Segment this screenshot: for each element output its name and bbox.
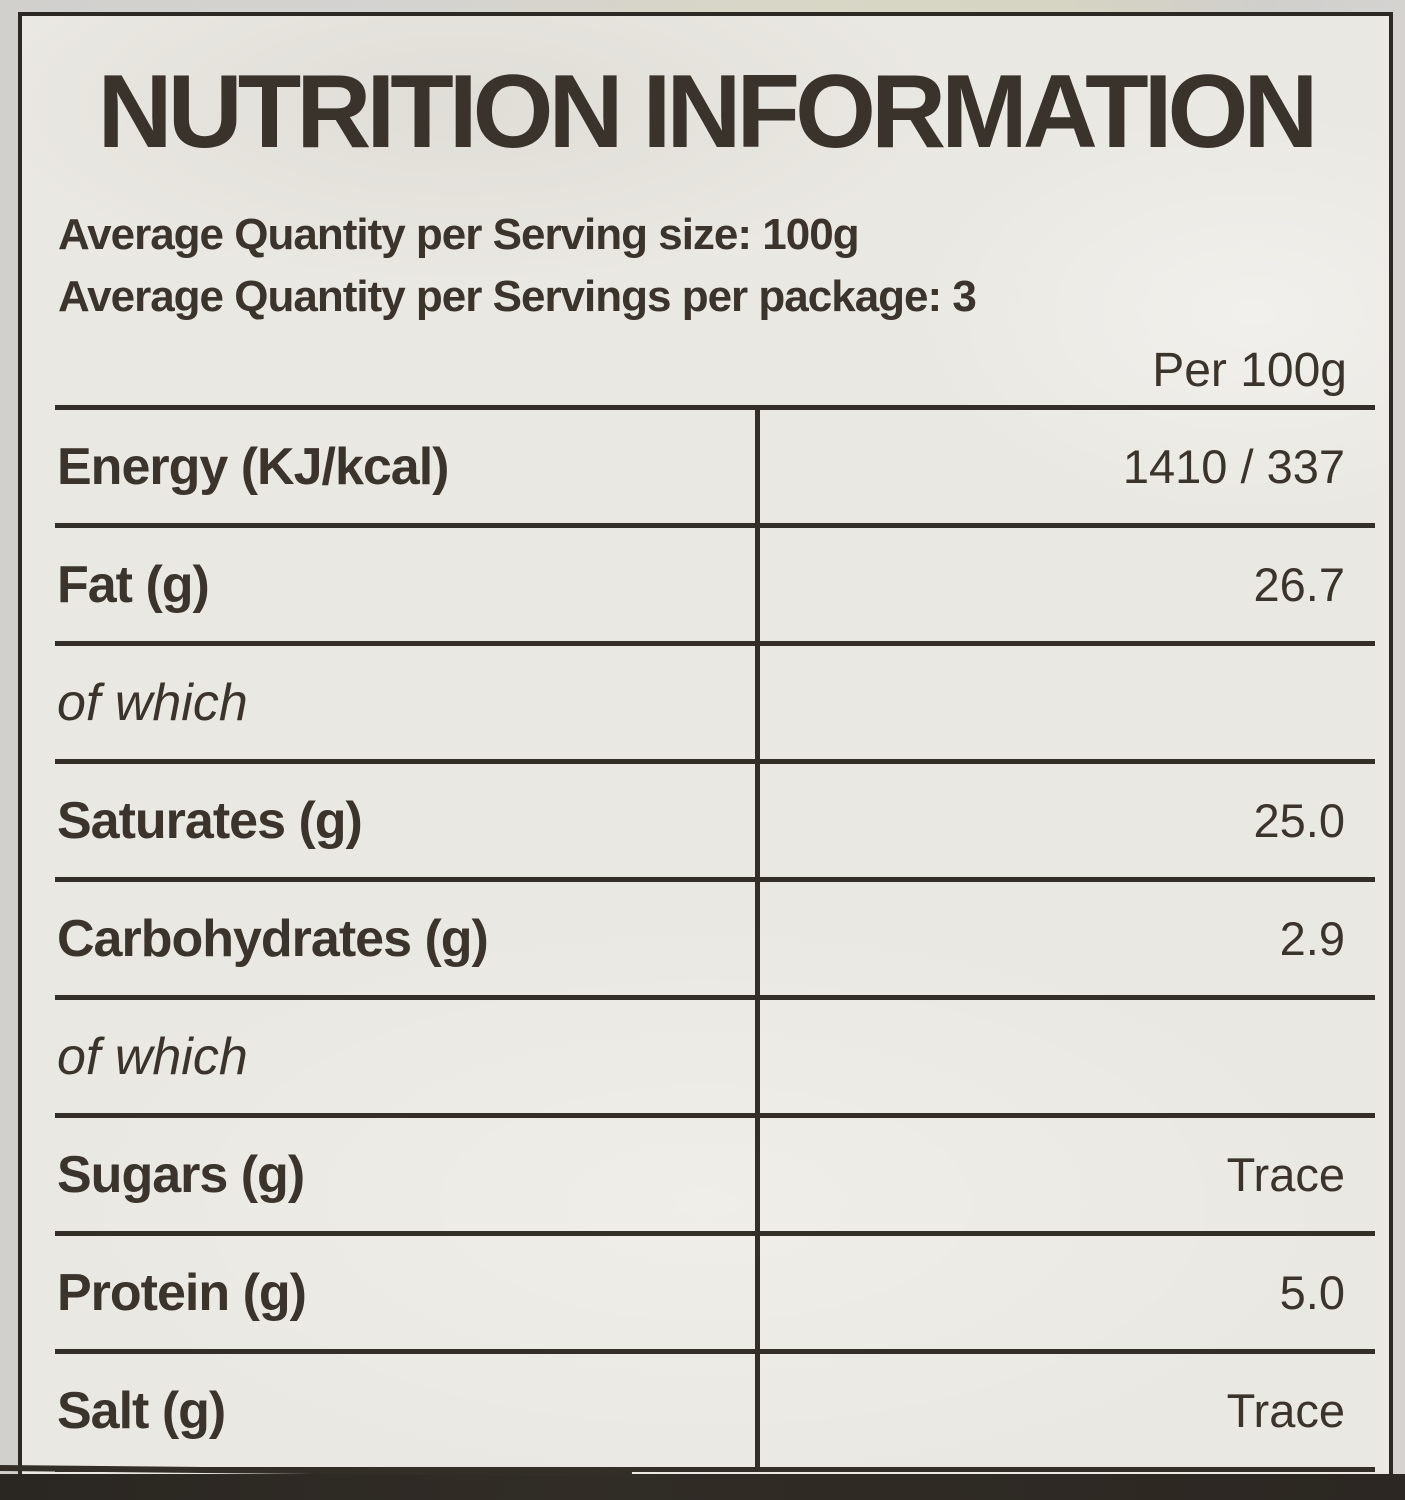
row-value: 25.0 xyxy=(1253,794,1345,847)
table-row-fat: Fat (g) 26.7 xyxy=(55,528,1375,646)
table-row-sugars: Sugars (g) Trace xyxy=(55,1118,1375,1236)
row-value: Trace xyxy=(1226,1384,1345,1437)
row-value: 5.0 xyxy=(1279,1266,1345,1319)
row-label: Saturates (g) xyxy=(57,791,363,850)
table-row-energy: Energy (KJ/kcal) 1410 / 337 xyxy=(55,410,1375,528)
nutrition-table: Energy (KJ/kcal) 1410 / 337 Fat (g) 26.7… xyxy=(55,405,1375,1472)
row-label: Salt (g) xyxy=(57,1381,226,1440)
row-label: of which xyxy=(57,1027,248,1086)
row-label: Fat (g) xyxy=(57,555,210,614)
nutrition-title: NUTRITION INFORMATION xyxy=(97,54,1318,170)
table-row-of-which-carbs: of which xyxy=(55,1000,1375,1118)
table-row-protein: Protein (g) 5.0 xyxy=(55,1236,1375,1354)
serving-info: Average Quantity per Serving size: 100g … xyxy=(58,204,1389,329)
row-value: 26.7 xyxy=(1253,558,1345,611)
row-value: 1410 / 337 xyxy=(1122,440,1345,493)
row-label: of which xyxy=(57,673,248,732)
row-label: Protein (g) xyxy=(57,1263,307,1322)
nutrition-label: NUTRITION INFORMATION Average Quantity p… xyxy=(18,12,1393,1500)
table-row-of-which-fat: of which xyxy=(55,646,1375,764)
table-row-saturates: Saturates (g) 25.0 xyxy=(55,764,1375,882)
package-edge-band xyxy=(0,1474,1405,1500)
table-row-carbohydrates: Carbohydrates (g) 2.9 xyxy=(55,882,1375,1000)
row-label: Carbohydrates (g) xyxy=(57,909,489,968)
row-label: Energy (KJ/kcal) xyxy=(57,437,449,496)
per-100g-header: Per 100g xyxy=(1152,343,1347,397)
row-value: 2.9 xyxy=(1279,912,1345,965)
table-column-divider xyxy=(755,405,760,1467)
servings-per-package-line: Average Quantity per Servings per packag… xyxy=(58,272,977,322)
row-value: Trace xyxy=(1226,1148,1345,1201)
serving-size-line: Average Quantity per Serving size: 100g xyxy=(58,210,860,259)
row-label: Sugars (g) xyxy=(57,1145,305,1204)
table-row-salt: Salt (g) Trace xyxy=(55,1354,1375,1472)
